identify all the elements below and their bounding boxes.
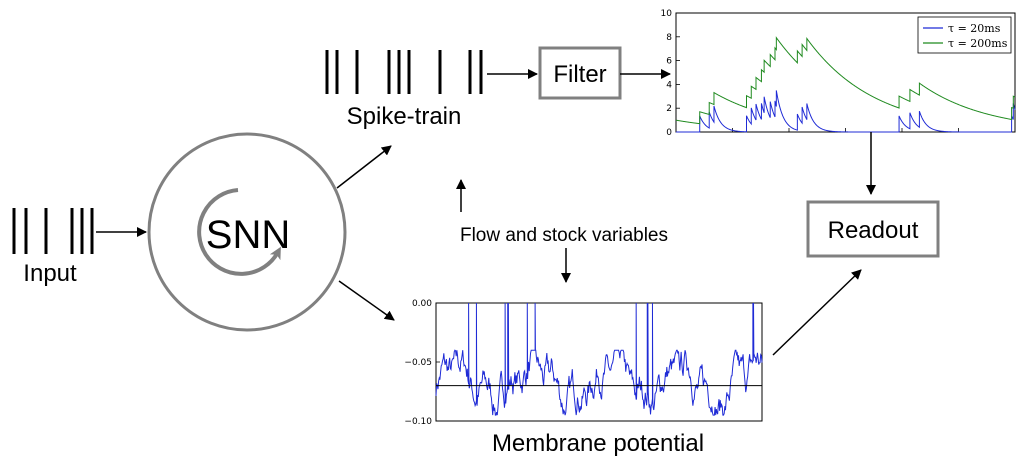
recurrence-arrow-icon (197, 188, 281, 276)
input-label: Input (23, 260, 77, 287)
spike-train-label: Spike-train (347, 103, 462, 130)
membrane-label: Membrane potential (492, 430, 704, 457)
flow-stock-label: Flow and stock variables (460, 225, 668, 246)
membrane-plot-frame (435, 302, 763, 422)
snn-node: SNN (147, 132, 347, 332)
membrane-ytick-label: −0.05 (404, 358, 432, 368)
filtered-series-tau-200 (675, 36, 1016, 125)
membrane-potential-plot: 0.00 −0.05 −0.10 (404, 299, 763, 427)
filtered-ytick-label: 4 (666, 80, 672, 90)
filter-box: Filter (538, 46, 622, 100)
filtered-ytick-label: 8 (666, 33, 672, 43)
filtered-ytick-label: 0 (666, 128, 672, 138)
legend-label-tau-20: τ = 20ms (948, 22, 1001, 35)
filtered-ytick-label: 10 (661, 9, 673, 19)
snn-circle (147, 132, 347, 332)
arrow-snn-to-spike-train (336, 145, 392, 189)
filter-label: Filter (553, 61, 606, 88)
readout-label: Readout (828, 217, 919, 244)
filtered-trace-plot: 0 2 4 6 8 10 τ = 20ms τ = 200ms (661, 9, 1016, 138)
legend-label-tau-200: τ = 200ms (948, 37, 1008, 50)
arrow-snn-to-membrane (338, 280, 395, 321)
membrane-ytick-label: −0.10 (404, 417, 432, 427)
spike-train-glyph (325, 50, 483, 94)
membrane-series (435, 302, 763, 416)
filtered-legend: τ = 20ms τ = 200ms (917, 16, 1012, 54)
filtered-ytick-label: 6 (666, 57, 672, 67)
arrow-membrane-to-readout (772, 269, 862, 356)
filtered-series-tau-20 (676, 90, 1016, 133)
readout-box: Readout (806, 200, 940, 258)
input-spike-glyph (12, 208, 94, 254)
snn-label: SNN (206, 213, 290, 257)
filtered-ytick-label: 2 (666, 104, 672, 114)
membrane-ytick-label: 0.00 (412, 299, 432, 309)
